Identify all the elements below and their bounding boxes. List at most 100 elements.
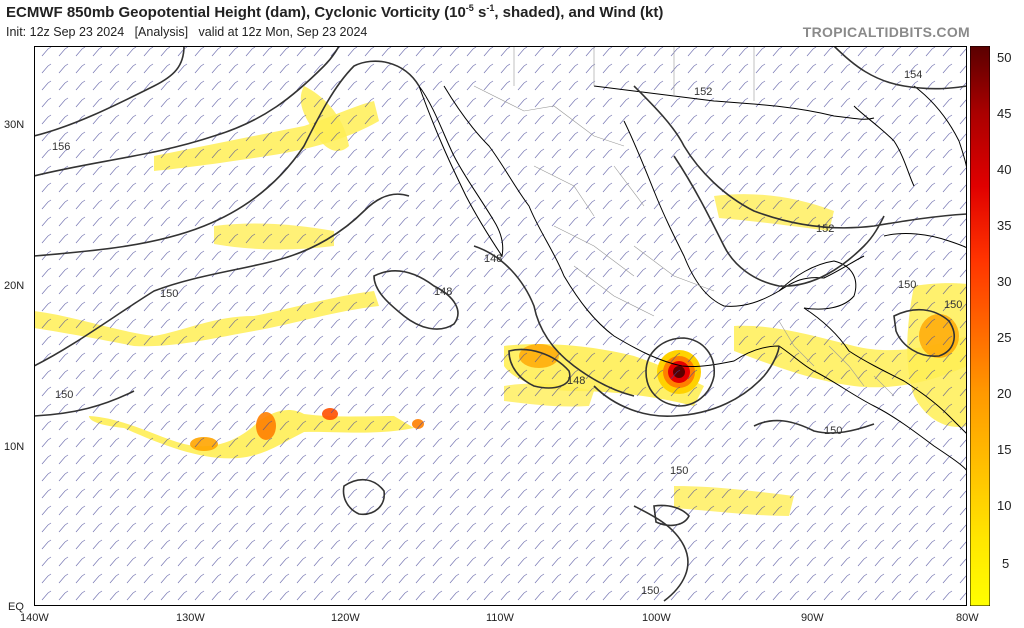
coast-central-america-east xyxy=(803,307,967,435)
contour-148-loop xyxy=(373,270,459,330)
wind-barb xyxy=(840,301,851,312)
wind-barb xyxy=(415,199,426,210)
wind-barb xyxy=(262,46,273,57)
wind-barb xyxy=(160,97,171,108)
wind-barb xyxy=(381,267,392,278)
wind-barb xyxy=(500,199,511,210)
wind-barb xyxy=(211,80,222,91)
wind-barb xyxy=(891,267,902,278)
wind-barb xyxy=(925,403,936,414)
wind-barb xyxy=(279,454,290,465)
wind-barb xyxy=(738,80,749,91)
wind-barb xyxy=(568,97,579,108)
wind-barb xyxy=(806,471,817,482)
wind-barb xyxy=(687,250,698,261)
wind-barb xyxy=(551,454,562,465)
wind-barb xyxy=(687,131,698,142)
wind-barb xyxy=(432,522,443,533)
wind-barb xyxy=(551,80,562,91)
wind-barb xyxy=(177,437,188,448)
wind-barb xyxy=(942,250,953,261)
wind-barb xyxy=(789,386,800,397)
wind-barb xyxy=(347,539,358,550)
wind-barb xyxy=(262,335,273,346)
wind-barb xyxy=(228,233,239,244)
wind-barb xyxy=(636,131,647,142)
wind-barb xyxy=(245,63,256,74)
wind-barb xyxy=(891,301,902,312)
wind-barb xyxy=(262,131,273,142)
wind-barb xyxy=(653,573,664,584)
wind-barb xyxy=(330,165,341,176)
wind-barb xyxy=(534,131,545,142)
wind-barb xyxy=(602,556,613,567)
wind-barb xyxy=(602,199,613,210)
wind-barb xyxy=(483,97,494,108)
wind-barb xyxy=(891,284,902,295)
wind-barb xyxy=(653,267,664,278)
contour-152-west xyxy=(34,60,420,257)
wind-barb xyxy=(177,488,188,499)
wind-barb xyxy=(789,46,800,57)
wind-barb xyxy=(636,573,647,584)
colorbar-label: 35 xyxy=(997,218,1012,233)
wind-barb xyxy=(449,233,460,244)
wind-barb xyxy=(296,63,307,74)
wind-barb xyxy=(126,63,137,74)
wind-barb xyxy=(806,420,817,431)
wind-barb xyxy=(908,182,919,193)
wind-barb xyxy=(585,437,596,448)
wind-barb xyxy=(313,369,324,380)
wind-barb xyxy=(143,63,154,74)
wind-barb xyxy=(704,284,715,295)
wind-barb xyxy=(330,63,341,74)
wind-barb xyxy=(755,505,766,516)
wind-barb xyxy=(602,63,613,74)
wind-barb xyxy=(75,420,86,431)
wind-barb xyxy=(279,335,290,346)
wind-barb xyxy=(891,454,902,465)
wind-barb xyxy=(823,471,834,482)
wind-barb xyxy=(415,335,426,346)
wind-barb xyxy=(653,505,664,516)
wind-barb xyxy=(636,182,647,193)
wind-barb xyxy=(364,522,375,533)
wind-barb xyxy=(738,454,749,465)
wind-barb xyxy=(738,114,749,125)
wind-barb xyxy=(534,488,545,499)
wind-barb xyxy=(143,386,154,397)
contour-150-west xyxy=(34,193,410,367)
wind-barb xyxy=(721,97,732,108)
wind-barb xyxy=(483,590,494,601)
wind-barb xyxy=(75,148,86,159)
wind-barb xyxy=(143,352,154,363)
wind-barb xyxy=(194,454,205,465)
wind-barb xyxy=(330,148,341,159)
wind-barb xyxy=(211,403,222,414)
wind-barb xyxy=(398,403,409,414)
wind-barb xyxy=(364,131,375,142)
wind-barb xyxy=(364,97,375,108)
wind-barb xyxy=(840,488,851,499)
wind-barb xyxy=(347,352,358,363)
contour-label: 150 xyxy=(944,299,962,311)
wind-barb xyxy=(415,352,426,363)
wind-barb xyxy=(245,352,256,363)
wind-barb xyxy=(738,199,749,210)
wind-barb xyxy=(211,369,222,380)
wind-barb xyxy=(330,131,341,142)
wind-barb xyxy=(398,131,409,142)
colorbar-label: 15 xyxy=(997,442,1012,457)
wind-barb xyxy=(823,352,834,363)
wind-barb xyxy=(109,267,120,278)
wind-barb xyxy=(449,182,460,193)
wind-barb xyxy=(41,522,52,533)
wind-barb xyxy=(806,165,817,176)
wind-barb xyxy=(602,216,613,227)
wind-barb xyxy=(58,573,69,584)
wind-barb xyxy=(806,318,817,329)
wind-barb xyxy=(126,420,137,431)
wind-barb xyxy=(517,386,528,397)
colorbar-label: 25 xyxy=(997,330,1012,345)
wind-barb xyxy=(109,556,120,567)
